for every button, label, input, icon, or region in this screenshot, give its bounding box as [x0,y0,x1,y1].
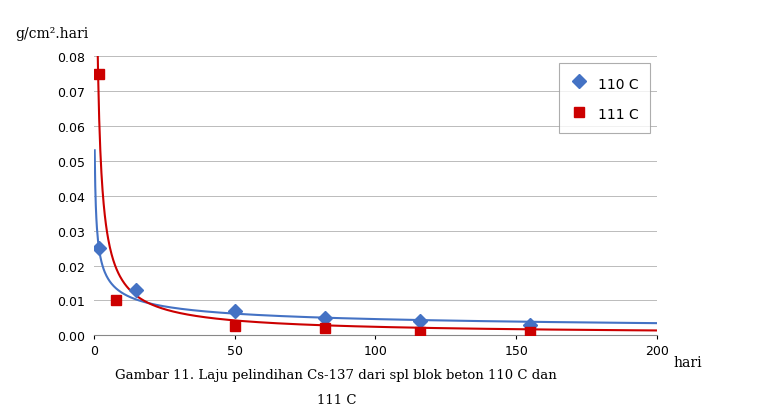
110 C [526,322,535,327]
Text: Gambar 11. Laju pelindihan Cs-137 dari spl blok beton 110 C dan: Gambar 11. Laju pelindihan Cs-137 dari s… [116,368,557,381]
110 C [131,288,141,293]
Legend: 110 C, 111 C: 110 C, 111 C [559,64,650,134]
111 C [526,330,535,335]
111 C [230,324,239,329]
110 C [416,319,425,324]
110 C [320,316,329,321]
Text: 111 C: 111 C [317,393,356,406]
Text: hari: hari [674,355,702,369]
Line: 110 C: 110 C [95,244,535,330]
111 C [416,330,425,335]
110 C [230,308,239,313]
111 C [320,326,329,331]
111 C [112,298,121,303]
Line: 111 C: 111 C [95,70,535,337]
Text: g/cm².hari: g/cm².hari [16,27,89,41]
111 C [95,72,104,77]
110 C [95,246,104,251]
